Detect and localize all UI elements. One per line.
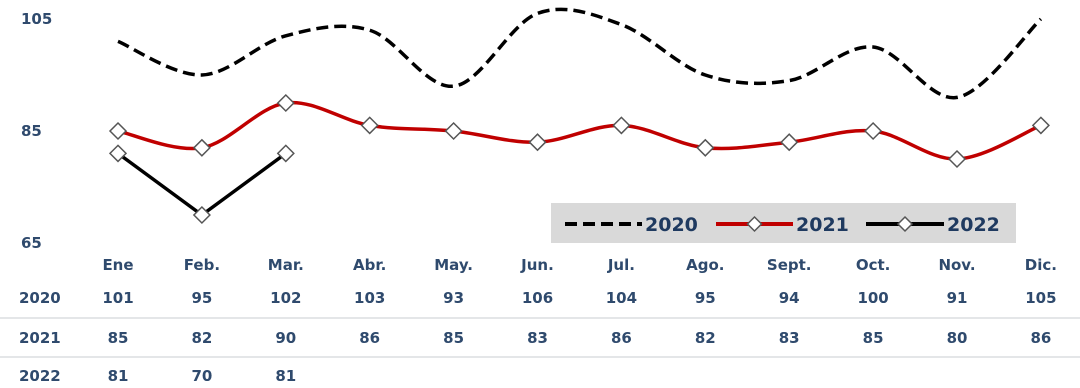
data-point-2022: [108, 144, 128, 163]
table-cell: 81: [275, 367, 296, 385]
series-line-2020: [117, 7, 1043, 100]
category-label: Ene: [102, 256, 133, 274]
category-label: Dic.: [1025, 256, 1057, 274]
series-line-2021: [117, 100, 1042, 161]
data-point-2021: [1031, 116, 1050, 135]
table-cell: 86: [611, 329, 632, 347]
y-tick-label: 65: [21, 234, 42, 252]
legend-label-2020: 2020: [645, 214, 698, 236]
table-cell: 80: [947, 329, 968, 347]
data-point-2021: [528, 133, 547, 152]
table-cell: 81: [108, 367, 129, 385]
table-cell: 95: [191, 289, 212, 307]
category-label: Mar.: [268, 256, 304, 274]
table-cell: 103: [354, 289, 385, 307]
data-point-2022: [192, 205, 211, 225]
table-row-label: 2022: [19, 367, 61, 385]
table-cell: 86: [1030, 329, 1051, 347]
category-label: Sept.: [767, 256, 812, 274]
data-table: 2020 101 95 102 103 93 106 104 95 94 100 91 105 2021 8…: [0, 289, 1080, 385]
data-point-2021: [276, 93, 295, 113]
category-label: May.: [434, 256, 473, 274]
table-cell: 83: [779, 329, 800, 347]
table-cell: 85: [108, 329, 129, 347]
category-label: Ago.: [686, 256, 724, 274]
table-row-label: 2021: [19, 329, 61, 347]
table-cell: 90: [275, 329, 296, 347]
table-cell: 82: [695, 329, 716, 347]
category-label: Oct.: [856, 256, 891, 274]
table-cell: 106: [522, 289, 553, 307]
data-point-2021: [444, 121, 463, 141]
table-cell: 85: [443, 329, 464, 347]
category-label: Jun.: [520, 256, 554, 274]
y-axis: 105 85 65: [21, 10, 52, 252]
legend-marker-2022: [896, 215, 914, 233]
category-axis: Ene Feb. Mar. Abr. May. Jun. Jul. Ago. Sept. Oct.…: [102, 256, 1057, 274]
data-point-2021: [612, 116, 631, 135]
data-point-2021: [192, 138, 211, 157]
legend-marker-2021: [746, 215, 763, 233]
table-cell: 104: [606, 289, 637, 307]
table-cell: 100: [857, 289, 888, 307]
table-cell: 70: [191, 367, 212, 385]
data-point-2021: [360, 116, 379, 135]
table-cell: 105: [1025, 289, 1056, 307]
series-line-2022: [116, 151, 287, 217]
legend: 2020 2021 2022: [551, 203, 1016, 243]
data-point-2021: [780, 133, 799, 152]
table-row-label: 2020: [19, 289, 61, 307]
table-cell: 83: [527, 329, 548, 347]
category-label: Jul.: [607, 256, 635, 274]
table-cell: 85: [863, 329, 884, 347]
legend-label-2022: 2022: [947, 214, 1000, 236]
table-cell: 82: [191, 329, 212, 347]
table-cell: 101: [102, 289, 133, 307]
table-cell: 94: [779, 289, 800, 307]
data-point-2021: [864, 121, 883, 141]
table-cell: 102: [270, 289, 301, 307]
y-tick-label: 85: [21, 122, 42, 140]
table-cell: 93: [443, 289, 464, 307]
data-point-2021: [108, 121, 128, 141]
plot-area: [108, 7, 1050, 225]
table-cell: 86: [359, 329, 380, 347]
table-cell: 91: [947, 289, 968, 307]
data-point-2021: [947, 149, 967, 169]
data-point-2021: [696, 138, 715, 157]
table-cell: 95: [695, 289, 716, 307]
category-label: Nov.: [938, 256, 975, 274]
category-label: Abr.: [353, 256, 386, 274]
category-label: Feb.: [184, 256, 220, 274]
y-tick-label: 105: [21, 10, 52, 28]
data-point-2022: [276, 144, 295, 163]
legend-label-2021: 2021: [796, 214, 849, 236]
